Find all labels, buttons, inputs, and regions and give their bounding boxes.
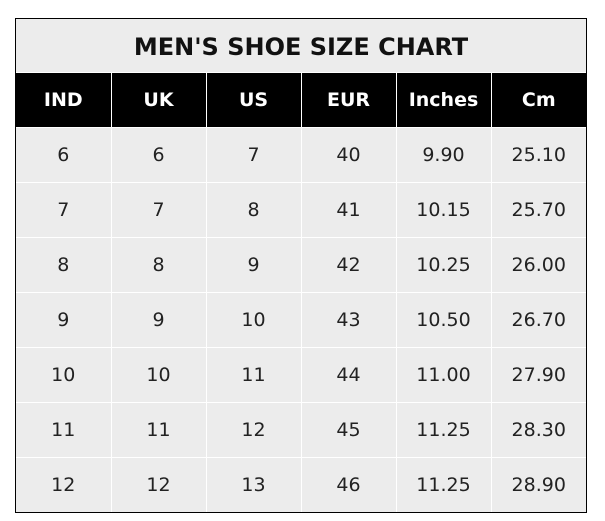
table-cell: 9.90	[395, 127, 492, 183]
table-cell: 6	[110, 127, 207, 183]
table-cell: 10.15	[395, 182, 492, 238]
table-cell: 7	[205, 127, 302, 183]
table-cell: 27.90	[490, 347, 586, 403]
size-table: IND UK US EUR Inches Cm 6 6 7 40 9.90 25.10 7 7 8 41 10…	[16, 73, 586, 512]
table-row: 7 7 8 41 10.15 25.70	[16, 182, 586, 238]
table-cell: 11	[16, 402, 112, 458]
table-cell: 41	[300, 182, 397, 238]
table-cell: 40	[300, 127, 397, 183]
column-header: Cm	[490, 73, 586, 128]
column-header: UK	[110, 73, 207, 128]
table-cell: 8	[110, 237, 207, 293]
table-cell: 12	[205, 402, 302, 458]
table-cell: 10.25	[395, 237, 492, 293]
table-cell: 25.10	[490, 127, 586, 183]
table-cell: 26.70	[490, 292, 586, 348]
table-row: 9 9 10 43 10.50 26.70	[16, 292, 586, 348]
table-cell: 7	[16, 182, 112, 238]
size-chart: MEN'S SHOE SIZE CHART IND UK US EUR Inches Cm…	[15, 18, 587, 513]
table-cell: 43	[300, 292, 397, 348]
table-cell: 7	[110, 182, 207, 238]
table-cell: 12	[110, 457, 207, 512]
header-row: IND UK US EUR Inches Cm	[16, 73, 586, 128]
table-cell: 10.50	[395, 292, 492, 348]
table-cell: 28.30	[490, 402, 586, 458]
table-cell: 11.00	[395, 347, 492, 403]
table-cell: 13	[205, 457, 302, 512]
table-cell: 11	[205, 347, 302, 403]
table-cell: 10	[205, 292, 302, 348]
table-row: 8 8 9 42 10.25 26.00	[16, 237, 586, 293]
table-cell: 8	[205, 182, 302, 238]
table-row: 11 11 12 45 11.25 28.30	[16, 402, 586, 458]
table-cell: 10	[16, 347, 112, 403]
column-header: EUR	[300, 73, 397, 128]
chart-title: MEN'S SHOE SIZE CHART	[16, 19, 586, 73]
table-cell: 9	[110, 292, 207, 348]
table-cell: 9	[205, 237, 302, 293]
table-cell: 6	[16, 127, 112, 183]
table-cell: 45	[300, 402, 397, 458]
table-cell: 11.25	[395, 402, 492, 458]
table-cell: 42	[300, 237, 397, 293]
table-row: 10 10 11 44 11.00 27.90	[16, 347, 586, 403]
table-cell: 25.70	[490, 182, 586, 238]
table-cell: 8	[16, 237, 112, 293]
table-cell: 11.25	[395, 457, 492, 512]
table-cell: 12	[16, 457, 112, 512]
column-header: Inches	[395, 73, 492, 128]
table-cell: 46	[300, 457, 397, 512]
table-cell: 9	[16, 292, 112, 348]
table-cell: 44	[300, 347, 397, 403]
table-cell: 10	[110, 347, 207, 403]
table-cell: 28.90	[490, 457, 586, 512]
table-row: 6 6 7 40 9.90 25.10	[16, 127, 586, 183]
table-row: 12 12 13 46 11.25 28.90	[16, 457, 586, 512]
table-cell: 26.00	[490, 237, 586, 293]
column-header: IND	[16, 73, 112, 128]
column-header: US	[205, 73, 302, 128]
table-cell: 11	[110, 402, 207, 458]
